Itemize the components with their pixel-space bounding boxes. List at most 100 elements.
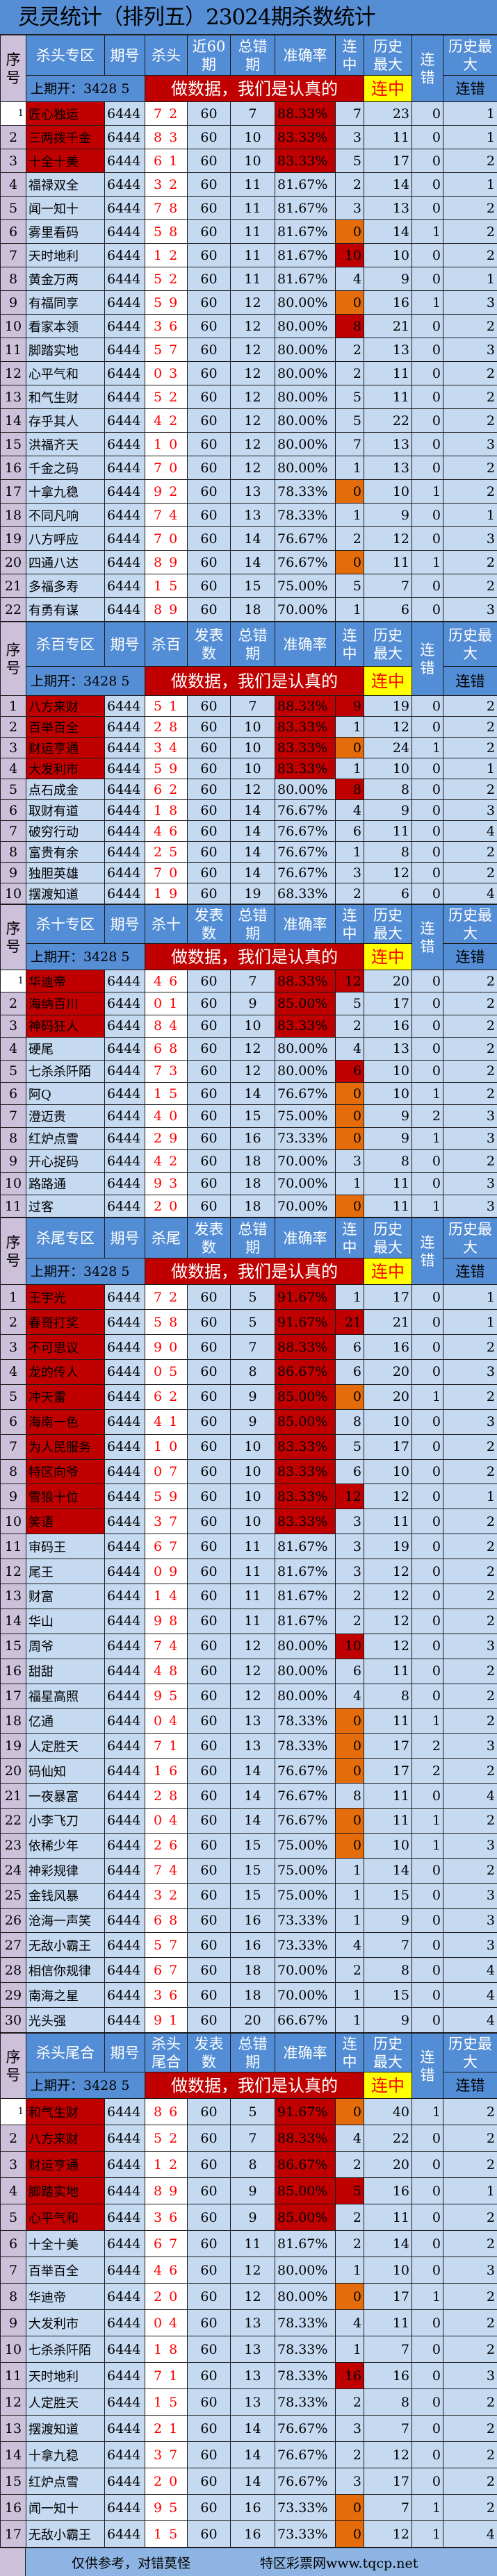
current-miss-streak: 0 [412, 1908, 443, 1933]
period-number: 6444 [105, 717, 145, 738]
total-errors: 9 [231, 1384, 275, 1409]
row-seq: 12 [1, 2389, 26, 2416]
kill-digits: 7 0 [145, 527, 188, 551]
current-hit-streak: 3 [336, 863, 364, 883]
max-hit-streak: 17 [364, 992, 412, 1015]
row-seq: 30 [1, 2008, 26, 2033]
max-hit-streak: 11 [364, 1659, 412, 1684]
kill-digits: 2 1 [145, 2416, 188, 2442]
max-miss-streak: 2 [443, 970, 497, 992]
expert-name: 存乎其人 [26, 409, 105, 433]
accuracy-rate: 81.67% [275, 267, 336, 291]
max-hit-streak: 10 [364, 480, 412, 504]
row-seq: 6 [1, 220, 26, 244]
current-miss-streak: 0 [412, 338, 443, 362]
total-errors: 18 [231, 1172, 275, 1195]
kill-digits: 5 7 [145, 338, 188, 362]
current-hit-streak: 0 [336, 480, 364, 504]
row-seq: 29 [1, 1983, 26, 2008]
period-number: 6444 [105, 173, 145, 197]
published-count: 60 [188, 504, 231, 527]
max-miss-streak: 3 [443, 1127, 497, 1149]
total-errors: 15 [231, 1105, 275, 1127]
current-miss-streak: 0 [412, 1038, 443, 1060]
kill-digits: 4 6 [145, 821, 188, 842]
max-miss-streak: 3 [443, 338, 497, 362]
period-number: 6444 [105, 1195, 145, 1217]
kill-digits: 7 2 [145, 102, 188, 126]
expert-name: 富贵有余 [26, 842, 105, 863]
published-count: 60 [188, 2204, 231, 2231]
max-miss-streak: 1 [443, 1285, 497, 1310]
hist-max-hit-label: 连中 [364, 1258, 412, 1285]
max-hit-streak: 16 [364, 2363, 412, 2389]
current-hit-streak: 12 [336, 1484, 364, 1509]
expert-name: 多福多寿 [26, 574, 105, 598]
current-hit-streak: 1 [336, 1908, 364, 1933]
header-streak-hit: 连中 [336, 2034, 364, 2072]
section-table-0: 序号杀头专区期号杀头近60期总错期准确率连中历史最大连错历史最大上期开：3428… [0, 35, 497, 622]
max-miss-streak: 2 [443, 2204, 497, 2231]
max-hit-streak: 10 [364, 2257, 412, 2284]
max-miss-streak: 3 [443, 1833, 497, 1858]
current-hit-streak: 2 [336, 2152, 364, 2178]
max-hit-streak: 11 [364, 1809, 412, 1834]
max-hit-streak: 11 [364, 1195, 412, 1217]
max-hit-streak: 13 [364, 433, 412, 456]
total-errors: 7 [231, 102, 275, 126]
total-errors: 12 [231, 409, 275, 433]
kill-digits: 7 4 [145, 504, 188, 527]
accuracy-rate: 80.00% [275, 291, 336, 315]
accuracy-rate: 80.00% [275, 433, 336, 456]
current-miss-streak: 0 [412, 1559, 443, 1584]
kill-digits: 8 9 [145, 598, 188, 622]
accuracy-rate: 78.33% [275, 2310, 336, 2336]
expert-name: 无敌小霸王 [26, 1933, 105, 1958]
max-miss-streak: 2 [443, 1709, 497, 1734]
total-errors: 10 [231, 1484, 275, 1509]
expert-name: 看家本领 [26, 315, 105, 338]
expert-name: 金钱风暴 [26, 1883, 105, 1908]
total-errors: 14 [231, 1809, 275, 1834]
slogan-banner: 做数据，我们是认真的 [145, 944, 364, 970]
expert-name: 财运亨通 [26, 738, 105, 758]
period-number: 6444 [105, 992, 145, 1015]
published-count: 60 [188, 2125, 231, 2152]
total-errors: 11 [231, 1559, 275, 1584]
accuracy-rate: 68.33% [275, 883, 336, 904]
expert-name: 无敌小霸王 [26, 2521, 105, 2548]
published-count: 60 [188, 2008, 231, 2033]
current-hit-streak: 7 [336, 102, 364, 126]
current-miss-streak: 0 [412, 1634, 443, 1659]
header-kill: 杀尾 [145, 1218, 188, 1258]
total-errors: 12 [231, 385, 275, 409]
kill-digits: 5 2 [145, 267, 188, 291]
published-count: 60 [188, 1015, 231, 1037]
total-errors: 16 [231, 1127, 275, 1149]
total-errors: 10 [231, 149, 275, 173]
row-seq: 8 [1, 267, 26, 291]
max-miss-streak: 2 [443, 1809, 497, 1834]
current-miss-streak: 0 [412, 504, 443, 527]
published-count: 60 [188, 197, 231, 220]
total-errors: 12 [231, 1659, 275, 1684]
footer: 仅供参考，对错莫怪 特区彩票网www.tqcp.net [0, 2548, 497, 2576]
hist-max-hit-label: 连中 [364, 944, 412, 970]
current-hit-streak: 1 [336, 717, 364, 738]
max-miss-streak: 2 [443, 244, 497, 267]
period-number: 6444 [105, 1409, 145, 1434]
header-zone: 杀尾专区 [26, 1218, 105, 1258]
accuracy-rate: 80.00% [275, 2257, 336, 2284]
row-seq: 9 [1, 1484, 26, 1509]
total-errors: 8 [231, 2152, 275, 2178]
expert-name: 周爷 [26, 1634, 105, 1659]
